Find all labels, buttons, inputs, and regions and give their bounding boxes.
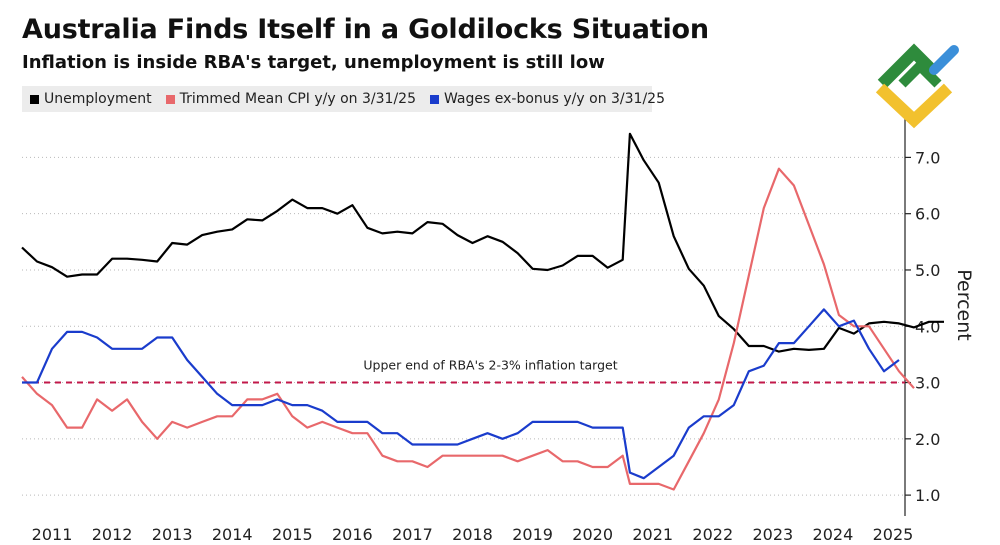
- x-tick-label: 2024: [813, 525, 854, 544]
- x-tick-label: 2023: [752, 525, 793, 544]
- x-tick-label: 2013: [152, 525, 193, 544]
- legend-label-trimmed-mean-cpi: Trimmed Mean CPI y/y on 3/31/25: [179, 91, 416, 107]
- x-tick-label: 2021: [632, 525, 673, 544]
- x-tick-label: 2017: [392, 525, 433, 544]
- chart-title: Australia Finds Itself in a Goldilocks S…: [22, 14, 709, 45]
- inflation-target-label: Upper end of RBA's 2-3% inflation target: [363, 358, 617, 373]
- brand-logo-icon: [875, 43, 959, 129]
- x-tick-label: 2014: [212, 525, 253, 544]
- legend-item-unemployment[interactable]: Unemployment: [30, 91, 152, 107]
- x-tick-label: 2015: [272, 525, 313, 544]
- trimmed-mean-cpi-line: [21, 167, 915, 491]
- unemployment-line: [21, 132, 944, 353]
- x-tick-label: 2022: [692, 525, 733, 544]
- legend-swatch-wages: [429, 94, 439, 104]
- y-tick-label: 1.0: [915, 486, 940, 505]
- x-tick-label: 2012: [92, 525, 133, 544]
- chart-legend: Unemployment Trimmed Mean CPI y/y on 3/3…: [22, 86, 665, 112]
- legend-swatch-trimmed-mean-cpi: [165, 94, 175, 104]
- x-tick-label: 2020: [572, 525, 613, 544]
- legend-swatch-unemployment: [30, 94, 39, 104]
- x-tick-label: 2025: [873, 525, 914, 544]
- y-axis-title: Percent: [953, 269, 975, 341]
- x-tick-label: 2011: [32, 525, 73, 544]
- y-tick-label: 7.0: [915, 148, 940, 167]
- chart-subtitle: Inflation is inside RBA's target, unempl…: [22, 52, 605, 73]
- legend-item-wages[interactable]: Wages ex-bonus y/y on 3/31/25: [429, 91, 665, 107]
- y-tick-label: 3.0: [915, 374, 940, 393]
- legend-label-unemployment: Unemployment: [44, 91, 152, 107]
- x-tick-label: 2018: [452, 525, 493, 544]
- x-tick-label: 2019: [512, 525, 553, 544]
- wages-line: [22, 308, 900, 480]
- y-tick-label: 2.0: [915, 430, 940, 449]
- y-tick-label: 6.0: [915, 205, 940, 224]
- y-tick-label: 5.0: [915, 261, 940, 280]
- x-tick-label: 2016: [332, 525, 373, 544]
- legend-item-trimmed-mean-cpi[interactable]: Trimmed Mean CPI y/y on 3/31/25: [165, 91, 416, 107]
- legend-label-wages: Wages ex-bonus y/y on 3/31/25: [443, 91, 665, 107]
